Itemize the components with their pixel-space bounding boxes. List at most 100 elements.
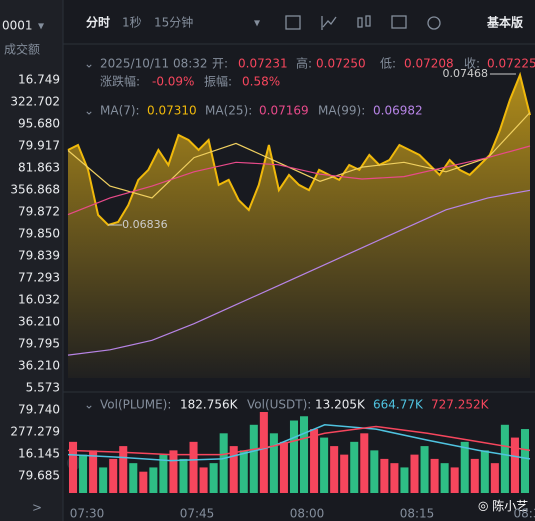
label: Vol(PLUME):	[100, 398, 171, 412]
sidebar-value: 79.917	[18, 139, 60, 153]
volume-ma	[67, 424, 531, 462]
sidebar	[0, 0, 63, 521]
time-label: 07:45	[180, 507, 215, 521]
value: 0.07225	[487, 57, 535, 71]
label: 高:	[296, 56, 312, 71]
icon[interactable]	[322, 16, 337, 28]
watermark-text: 陈小艺	[492, 498, 528, 513]
volume-bar	[300, 416, 309, 493]
label: MA(99):	[318, 104, 365, 118]
label: MA(7):	[100, 104, 140, 118]
ma-line	[67, 112, 531, 199]
volume-bar	[179, 458, 188, 493]
volume-bar	[520, 429, 529, 493]
sidebar-value: 16.032	[18, 293, 60, 307]
volume-ma	[67, 425, 531, 456]
tab[interactable]: 1秒	[122, 16, 142, 30]
volume-bar	[310, 429, 319, 493]
collapse[interactable]: ⌄	[84, 57, 94, 71]
sidebar-value: 79.795	[18, 337, 60, 351]
volume-bar	[189, 441, 198, 493]
volume-bar	[199, 467, 208, 493]
icon[interactable]	[391, 15, 407, 29]
sidebar-header[interactable]: 0001	[2, 19, 33, 33]
time-label: 08:00	[290, 507, 325, 521]
volume-bar	[340, 454, 349, 493]
label: 涨跌幅:	[100, 74, 140, 89]
sidebar-value: 322.702	[10, 95, 60, 109]
icon[interactable]	[365, 15, 371, 27]
volume-bar	[470, 458, 479, 493]
price-area	[68, 75, 530, 378]
label: 低:	[380, 57, 396, 71]
volume-bar	[360, 433, 369, 493]
volume-bar	[129, 463, 138, 493]
icon[interactable]	[285, 15, 301, 30]
label: 收:	[464, 57, 480, 71]
sidebar-value: 77.293	[18, 271, 60, 285]
volume-bar	[69, 441, 78, 493]
volume-bar	[239, 450, 248, 493]
collapse[interactable]: ⌄	[84, 104, 94, 118]
time-label: 07:30	[70, 507, 105, 521]
icon[interactable]	[427, 16, 441, 30]
sidebar-value: 79.839	[18, 249, 60, 263]
toolbar-icons[interactable]	[285, 15, 441, 30]
value: 0.58%	[242, 75, 280, 89]
volume-bar	[249, 424, 258, 493]
ma-line	[67, 189, 531, 356]
sidebar-value: 277.279	[10, 425, 60, 439]
volume-bar	[99, 467, 108, 493]
volume-bar	[89, 450, 98, 493]
sidebar-value: 79.740	[18, 403, 60, 417]
volume-bar	[400, 467, 409, 493]
volume-bar	[279, 441, 288, 493]
sidebar-value: 79.685	[18, 469, 60, 483]
sidebar-value: 36.210	[18, 359, 60, 373]
value: 727.252K	[431, 398, 490, 412]
volume-bar	[159, 454, 168, 493]
mode[interactable]: 基本版	[486, 15, 523, 30]
value: 0.07208	[404, 57, 454, 71]
volume-bar	[390, 463, 399, 493]
sidebar-value: 5.573	[26, 381, 60, 395]
sidebar-value: 81.863	[18, 161, 60, 175]
volume-bar	[320, 437, 329, 493]
volume-bar	[149, 467, 158, 493]
high-mark: 0.07468	[442, 67, 488, 80]
volume-bar	[119, 446, 128, 493]
watermark: ◎ 陈小艺	[478, 498, 528, 513]
value: 0.06982	[373, 104, 423, 118]
volume-bar	[420, 446, 429, 493]
volume-bar	[330, 446, 339, 493]
sidebar-value: 95.680	[18, 117, 60, 131]
collapse[interactable]: ⌄	[84, 398, 94, 412]
value: 0.07310	[147, 104, 197, 118]
sidebar-value: 79.850	[18, 227, 60, 241]
tab[interactable]: 15分钟	[154, 15, 193, 30]
value: 664.77K	[373, 398, 424, 412]
dropdown[interactable]: ▾	[254, 16, 260, 30]
value: 182.756K	[180, 398, 239, 412]
volume-bar	[430, 458, 439, 493]
volume-bar	[269, 433, 278, 493]
volume-bar	[410, 454, 419, 493]
volume-bar	[450, 467, 459, 493]
next-arrow[interactable]: >	[32, 501, 42, 515]
time-label: 08:3	[514, 507, 535, 521]
volume-bar	[370, 450, 379, 493]
sidebar-value: 16.145	[18, 447, 60, 461]
time-label: 08:15	[400, 507, 435, 521]
volume-bar	[219, 433, 228, 493]
value: 0.07250	[316, 57, 366, 71]
tab[interactable]: 分时	[86, 15, 110, 30]
volume-bar	[79, 454, 88, 493]
volume-bar	[480, 450, 489, 493]
dropdown-arrow[interactable]: ▾	[38, 19, 44, 33]
volume-bar	[460, 441, 469, 493]
volume-bar	[109, 458, 118, 493]
volume-bar	[169, 450, 178, 493]
volume-bar	[510, 437, 519, 493]
icon[interactable]	[357, 17, 363, 28]
volume-bar	[440, 463, 449, 493]
